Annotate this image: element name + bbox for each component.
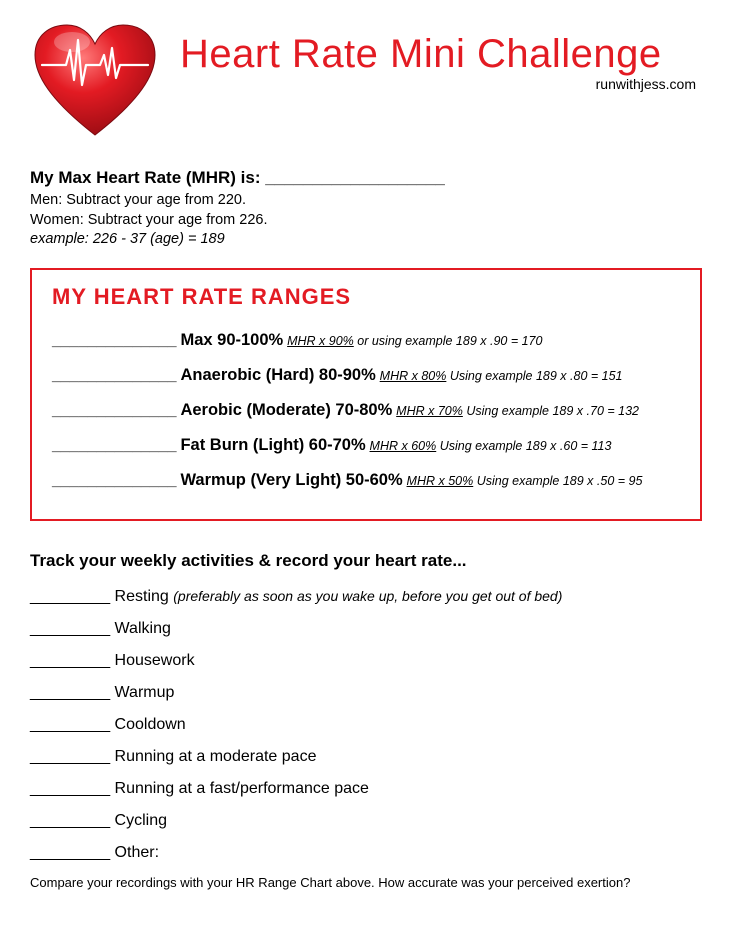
activity-blank: _________ xyxy=(30,844,110,861)
activity-blank: _________ xyxy=(30,652,110,669)
range-row: ______________ Anaerobic (Hard) 80-90% M… xyxy=(52,363,680,388)
activity-label: Walking xyxy=(115,620,171,637)
range-example: Using example 189 x .80 = 151 xyxy=(446,369,622,383)
activity-label: Housework xyxy=(115,652,195,669)
activity-blank: _________ xyxy=(30,588,110,605)
range-formula: MHR x 50% xyxy=(407,474,474,488)
activity-label: Resting xyxy=(115,588,169,605)
range-row: ______________ Aerobic (Moderate) 70-80%… xyxy=(52,398,680,423)
activity-blank: _________ xyxy=(30,780,110,797)
mhr-help-men: Men: Subtract your age from 220. xyxy=(30,191,702,211)
ranges-title: MY HEART RATE RANGES xyxy=(52,284,680,310)
activity-blank: _________ xyxy=(30,748,110,765)
range-formula: MHR x 90% xyxy=(287,334,354,348)
activity-blank: _________ xyxy=(30,684,110,701)
range-label: Anaerobic (Hard) 80-90% xyxy=(180,366,375,384)
range-example: Using example 189 x .50 = 95 xyxy=(473,474,642,488)
activity-label: Other: xyxy=(115,844,159,861)
range-blank: ______________ xyxy=(52,437,177,454)
activity-row: _________ Resting (preferably as soon as… xyxy=(30,585,702,609)
range-example: or using example 189 x .90 = 170 xyxy=(354,334,543,348)
heart-icon xyxy=(30,20,160,140)
range-label: Max 90-100% xyxy=(180,331,283,349)
track-title: Track your weekly activities & record yo… xyxy=(30,551,702,571)
range-row: ______________ Warmup (Very Light) 50-60… xyxy=(52,468,680,493)
activity-row: _________ Running at a fast/performance … xyxy=(30,777,702,801)
activity-row: _________ Warmup xyxy=(30,681,702,705)
range-label: Aerobic (Moderate) 70-80% xyxy=(180,401,392,419)
activity-row: _________ Running at a moderate pace xyxy=(30,745,702,769)
activity-label: Cycling xyxy=(115,812,167,829)
range-label: Warmup (Very Light) 50-60% xyxy=(180,471,402,489)
activity-blank: _________ xyxy=(30,620,110,637)
track-section: Track your weekly activities & record yo… xyxy=(30,551,702,890)
range-formula: MHR x 70% xyxy=(396,404,463,418)
range-formula: MHR x 80% xyxy=(380,369,447,383)
activity-label: Running at a moderate pace xyxy=(115,748,317,765)
range-example: Using example 189 x .60 = 113 xyxy=(436,439,611,453)
activity-row: _________ Housework xyxy=(30,649,702,673)
activity-label: Cooldown xyxy=(115,716,186,733)
activity-row: _________ Cycling xyxy=(30,809,702,833)
page-title: Heart Rate Mini Challenge xyxy=(180,34,702,74)
mhr-label: My Max Heart Rate (MHR) is: ____________… xyxy=(30,168,702,188)
activity-label: Running at a fast/performance pace xyxy=(115,780,369,797)
activity-blank: _________ xyxy=(30,716,110,733)
activity-row: _________ Other: xyxy=(30,841,702,865)
page-subtitle: runwithjess.com xyxy=(180,76,702,92)
mhr-example: example: 226 - 37 (age) = 189 xyxy=(30,230,702,250)
range-row: ______________ Max 90-100% MHR x 90% or … xyxy=(52,328,680,353)
mhr-section: My Max Heart Rate (MHR) is: ____________… xyxy=(30,168,702,250)
activity-row: _________ Cooldown xyxy=(30,713,702,737)
activity-blank: _________ xyxy=(30,812,110,829)
range-label: Fat Burn (Light) 60-70% xyxy=(180,436,365,454)
header: Heart Rate Mini Challenge runwithjess.co… xyxy=(30,20,702,140)
range-blank: ______________ xyxy=(52,332,177,349)
range-blank: ______________ xyxy=(52,367,177,384)
activity-row: _________ Walking xyxy=(30,617,702,641)
range-blank: ______________ xyxy=(52,472,177,489)
ranges-box: MY HEART RATE RANGES ______________ Max … xyxy=(30,268,702,521)
mhr-help-women: Women: Subtract your age from 226. xyxy=(30,211,702,231)
range-blank: ______________ xyxy=(52,402,177,419)
footer-note: Compare your recordings with your HR Ran… xyxy=(30,875,702,890)
range-row: ______________ Fat Burn (Light) 60-70% M… xyxy=(52,433,680,458)
range-example: Using example 189 x .70 = 132 xyxy=(463,404,639,418)
range-formula: MHR x 60% xyxy=(370,439,437,453)
title-block: Heart Rate Mini Challenge runwithjess.co… xyxy=(180,20,702,92)
activity-label: Warmup xyxy=(115,684,175,701)
activity-note: (preferably as soon as you wake up, befo… xyxy=(173,588,562,604)
